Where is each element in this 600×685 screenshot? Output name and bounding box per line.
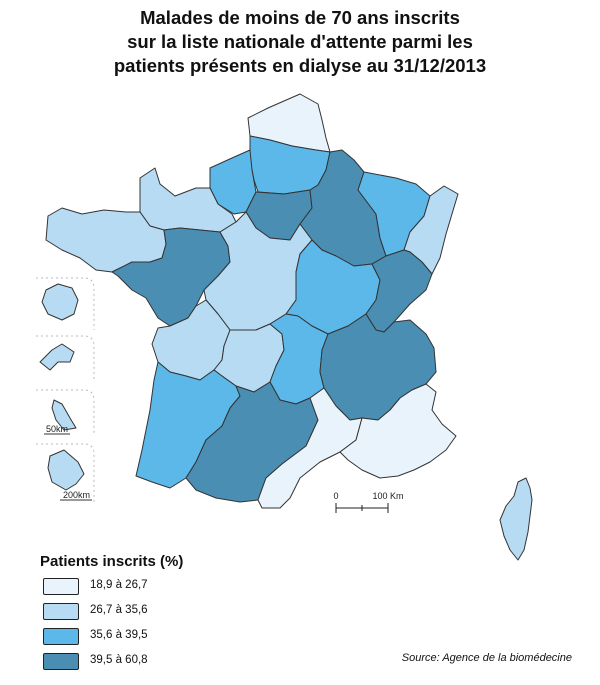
inset-frame-la-reunion [36,277,95,330]
legend-label: 18,9 à 26,7 [90,579,148,591]
scale-bar [335,503,389,513]
legend-item: 35,6 à 39,5 [40,626,183,651]
legend-item: 39,5 à 60,8 [40,651,183,676]
legend-swatch [43,603,79,620]
inset-scale-guyane: 200km [60,490,92,501]
region-guyane [47,449,85,491]
region-corse [499,477,533,561]
scale-bar-end-label: 100 Km [372,491,403,501]
region-provence-alpes-cote-d-azur [339,383,457,479]
legend-swatch [43,653,79,670]
legend-item: 18,9 à 26,7 [40,576,183,601]
source-note: Source: Agence de la biomédecine [401,652,572,664]
legend-title: Patients inscrits (%) [40,553,184,570]
region-la-reunion [41,283,79,321]
legend: Patients inscrits (%) 18,9 à 26,7 26,7 à… [40,553,183,676]
legend-item: 26,7 à 35,6 [40,601,183,626]
region-franche-comte [365,249,433,333]
inset-scale-martinique: 50km [44,424,70,435]
title-line-1: Malades de moins de 70 ans inscrits [140,7,460,28]
inset-frame-guadeloupe [36,335,95,382]
legend-label: 26,7 à 35,6 [90,604,148,616]
inset-scale-label-50km: 50km [46,424,68,434]
legend-label: 35,6 à 39,5 [90,629,148,641]
scale-bar-start-label: 0 [333,491,338,501]
inset-scale-label-200km: 200km [63,490,90,500]
legend-swatch [43,628,79,645]
legend-swatch [43,578,79,595]
inset-frame-guyane [36,443,95,502]
map-title: Malades de moins de 70 ans inscrits sur … [0,6,600,78]
region-guadeloupe [39,343,75,371]
region-martinique [51,399,77,431]
title-line-2: sur la liste nationale d'attente parmi l… [127,31,473,52]
region-languedoc-roussillon [257,387,363,509]
legend-label: 39,5 à 60,8 [90,654,148,666]
inset-frame-martinique [36,389,95,436]
title-line-3: patients présents en dialyse au 31/12/20… [113,55,487,76]
